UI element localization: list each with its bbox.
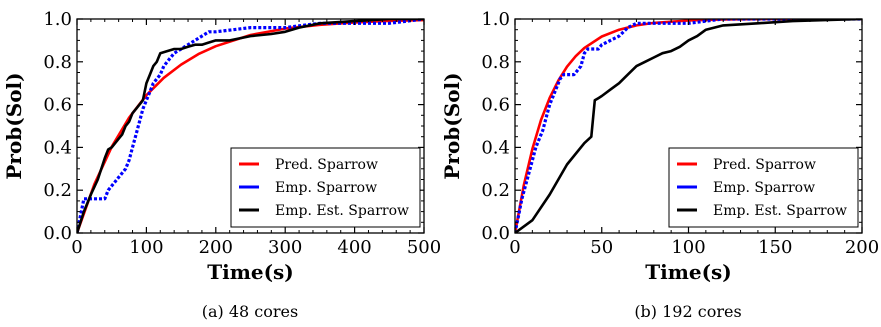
x-tick-label: 100 xyxy=(671,237,705,258)
x-axis-label: Time(s) xyxy=(645,260,732,284)
chart-caption: (b) 192 cores xyxy=(634,302,741,321)
x-tick-label: 400 xyxy=(337,237,371,258)
y-tick-label: 0.2 xyxy=(481,180,510,201)
x-tick-label: 0 xyxy=(509,237,520,258)
y-tick-label: 0.8 xyxy=(43,52,72,73)
x-tick-label: 300 xyxy=(268,237,302,258)
y-axis-label: Prob(Sol) xyxy=(440,72,464,179)
x-tick-label: 50 xyxy=(590,237,613,258)
x-tick-label: 200 xyxy=(845,237,879,258)
y-tick-label: 1.0 xyxy=(43,9,72,30)
series-line-1 xyxy=(515,19,862,233)
legend: Pred. Sparrow Emp. Sparrow Emp. Est. Sparr… xyxy=(230,147,421,228)
y-tick-label: 1.0 xyxy=(481,9,510,30)
legend-label: Emp. Est. Sparrow xyxy=(713,203,847,219)
x-tick-label: 200 xyxy=(199,237,233,258)
legend-box xyxy=(230,147,421,228)
legend-label: Emp. Sparrow xyxy=(713,180,815,196)
legend-label: Emp. Sparrow xyxy=(275,180,377,196)
x-axis-label: Time(s) xyxy=(207,260,294,284)
legend-label: Emp. Est. Sparrow xyxy=(275,203,409,219)
y-tick-label: 0.6 xyxy=(43,95,72,116)
y-tick-label: 0.4 xyxy=(481,137,510,158)
y-tick-label: 0.6 xyxy=(481,95,510,116)
x-tick-label: 0 xyxy=(71,237,82,258)
x-tick-label: 500 xyxy=(407,237,441,258)
x-tick-label: 100 xyxy=(129,237,163,258)
y-tick-label: 0.4 xyxy=(43,137,72,158)
y-tick-label: 0.8 xyxy=(481,52,510,73)
chart-caption: (a) 48 cores xyxy=(202,302,298,321)
series-line-2 xyxy=(515,19,862,233)
legend: Pred. Sparrow Emp. Sparrow Emp. Est. Sparr… xyxy=(668,147,859,228)
chart-1: 0 100 200 300 400 500 0.0 0.2 0.4 0.6 0.8 1.0 Time(s… xyxy=(2,9,441,321)
series-line-2 xyxy=(77,19,424,233)
legend-box xyxy=(668,147,859,228)
x-tick-label: 150 xyxy=(758,237,792,258)
y-axis-label: Prob(Sol) xyxy=(2,72,26,179)
y-tick-label: 0.0 xyxy=(481,223,510,244)
y-tick-label: 0.2 xyxy=(43,180,72,201)
legend-label: Pred. Sparrow xyxy=(713,157,816,173)
series-line-3 xyxy=(77,19,424,233)
series-line-3 xyxy=(515,19,862,233)
legend-label: Pred. Sparrow xyxy=(275,157,378,173)
y-tick-label: 0.0 xyxy=(43,223,72,244)
chart-2: 0 50 100 150 200 0.0 0.2 0.4 0.6 0.8 1.0 Time(s) Pro… xyxy=(440,9,879,321)
